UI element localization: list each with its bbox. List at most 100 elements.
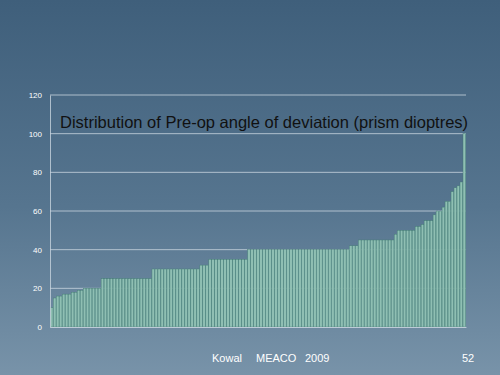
bar (463, 134, 466, 327)
bar (233, 259, 236, 327)
y-tick: 80 (33, 168, 50, 177)
bar (385, 240, 388, 327)
bar (176, 269, 179, 327)
title: Distribution of Pre-op angle of deviatio… (60, 113, 468, 131)
y-axis-line (50, 96, 51, 328)
x-axis-line (51, 327, 467, 328)
bar (227, 259, 230, 327)
y-tick-label: 60 (33, 207, 42, 216)
bar (370, 240, 373, 327)
bar (188, 269, 191, 327)
bar (307, 250, 310, 327)
bar (355, 246, 358, 327)
bar (269, 250, 272, 327)
bar (194, 269, 197, 327)
bar (239, 259, 242, 327)
bar (221, 259, 224, 327)
bar (92, 288, 95, 327)
bar (439, 211, 442, 327)
y-tick-label: 20 (33, 284, 42, 293)
bar (310, 250, 313, 327)
y-tick-label: 100 (29, 130, 43, 139)
bar (346, 250, 349, 327)
bar (424, 221, 427, 327)
bar (290, 250, 293, 327)
bar (74, 292, 77, 327)
bar (152, 269, 155, 327)
bar (107, 279, 110, 327)
bar (296, 250, 299, 327)
bar (430, 221, 433, 327)
bar (95, 288, 98, 327)
bar (445, 201, 448, 327)
bar (62, 294, 65, 327)
bar (56, 296, 59, 327)
bar (454, 188, 457, 327)
bar (433, 215, 436, 327)
bar (403, 230, 406, 327)
bar (391, 240, 394, 327)
y-tick: 40 (33, 246, 50, 255)
bar (134, 279, 137, 327)
bar (400, 230, 403, 327)
bar (206, 265, 209, 327)
bar (65, 294, 68, 327)
bar (125, 279, 128, 327)
bar (281, 250, 284, 327)
bar (436, 211, 439, 327)
bar (302, 250, 305, 327)
y-tick-label: 0 (38, 323, 43, 332)
bar (224, 259, 227, 327)
bar (373, 240, 376, 327)
bar (101, 279, 104, 327)
bar (86, 288, 89, 327)
y-tick: 100 (29, 130, 50, 139)
bar (236, 259, 239, 327)
bar (457, 186, 460, 327)
bar (215, 259, 218, 327)
footer-text: 52 (462, 352, 474, 364)
y-tick-label: 120 (29, 91, 43, 100)
grid-line (50, 133, 466, 134)
bar (305, 250, 308, 327)
bar (185, 269, 188, 327)
bar (119, 279, 122, 327)
bar (200, 265, 203, 327)
bar (197, 269, 200, 327)
bar (460, 182, 463, 327)
bar (164, 269, 167, 327)
bar (397, 230, 400, 327)
y-tick: 0 (38, 323, 50, 332)
bar (409, 230, 412, 327)
bar (80, 290, 83, 327)
bar (122, 279, 125, 327)
x-axis (51, 327, 467, 329)
bar (203, 265, 206, 327)
bar (394, 234, 397, 327)
bar (331, 250, 334, 327)
bar (313, 250, 316, 327)
bar (361, 240, 364, 327)
bar (358, 240, 361, 327)
bar (319, 250, 322, 327)
footer: KowalMEACO200952 (212, 352, 474, 364)
bar (448, 201, 451, 327)
bar (89, 288, 92, 327)
y-tick: 120 (29, 91, 50, 100)
bar (155, 269, 158, 327)
bar (388, 240, 391, 327)
grid-line (50, 211, 466, 212)
bar (364, 240, 367, 327)
y-tick: 60 (33, 207, 50, 216)
bar (167, 269, 170, 327)
bar (379, 240, 382, 327)
grid-line (50, 172, 466, 173)
bar (442, 207, 445, 327)
bar (251, 250, 254, 327)
bar (68, 294, 71, 327)
bars (50, 134, 465, 327)
y-axis: 0 20 40 60 80 100 120 (29, 91, 51, 332)
bar (415, 226, 418, 327)
bar (140, 279, 143, 327)
bar (334, 250, 337, 327)
